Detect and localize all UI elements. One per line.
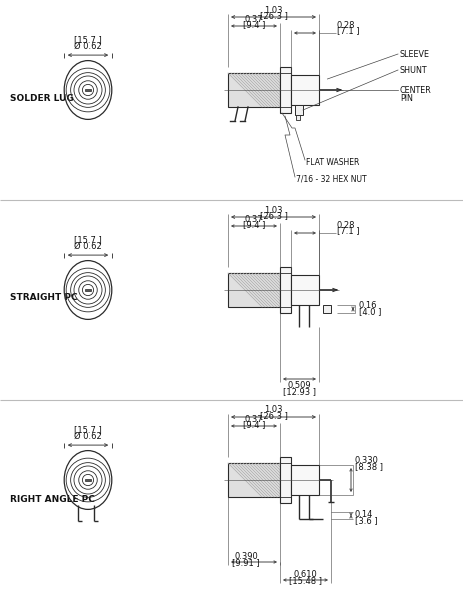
Text: 0.390: 0.390: [234, 553, 257, 562]
Text: 0.28: 0.28: [336, 220, 355, 229]
Text: 0.610: 0.610: [293, 571, 317, 580]
Text: 1.03: 1.03: [264, 5, 282, 14]
Text: SHUNT: SHUNT: [399, 65, 427, 74]
Text: 0.37: 0.37: [244, 14, 263, 23]
Text: [9.91 ]: [9.91 ]: [232, 559, 259, 568]
Text: 0.330: 0.330: [354, 457, 378, 466]
Text: [15.7 ]: [15.7 ]: [74, 235, 102, 244]
Text: [26.3 ]: [26.3 ]: [259, 11, 287, 20]
Text: RIGHT ANGLE PC: RIGHT ANGLE PC: [10, 496, 94, 505]
Text: PIN: PIN: [399, 94, 412, 103]
Text: 0.37: 0.37: [244, 214, 263, 223]
Text: [7.1 ]: [7.1 ]: [336, 26, 359, 35]
Text: SLEEVE: SLEEVE: [399, 50, 429, 59]
Text: [9.4 ]: [9.4 ]: [242, 220, 265, 229]
Bar: [295, 115, 300, 120]
Bar: [290, 465, 319, 495]
Text: STRAIGHT PC: STRAIGHT PC: [10, 293, 77, 302]
Bar: [227, 73, 279, 107]
Bar: [279, 457, 290, 503]
Bar: [227, 463, 279, 497]
Text: [8.38 ]: [8.38 ]: [354, 463, 382, 472]
Text: CENTER: CENTER: [399, 86, 431, 95]
Text: 0.14: 0.14: [354, 511, 373, 520]
Bar: [279, 67, 290, 113]
Bar: [290, 75, 319, 105]
Bar: [290, 275, 319, 305]
Bar: [85, 89, 91, 91]
Text: 0.37: 0.37: [244, 415, 263, 424]
Text: 0.28: 0.28: [336, 20, 355, 29]
Text: Ø 0.62: Ø 0.62: [74, 242, 102, 251]
Bar: [227, 273, 279, 307]
Text: [26.3 ]: [26.3 ]: [259, 211, 287, 220]
Text: [15.7 ]: [15.7 ]: [74, 35, 102, 44]
Text: [3.6 ]: [3.6 ]: [354, 517, 377, 526]
Text: [4.0 ]: [4.0 ]: [358, 307, 381, 317]
Text: 1.03: 1.03: [264, 205, 282, 215]
Text: SOLDER LUG: SOLDER LUG: [10, 94, 74, 103]
Text: Ø 0.62: Ø 0.62: [74, 42, 102, 51]
Text: [12.93 ]: [12.93 ]: [282, 388, 315, 397]
Text: 1.03: 1.03: [264, 406, 282, 415]
Text: 7/16 - 32 HEX NUT: 7/16 - 32 HEX NUT: [295, 175, 366, 184]
Text: 0.16: 0.16: [358, 301, 377, 311]
Bar: [294, 105, 302, 115]
Text: FLAT WASHER: FLAT WASHER: [305, 158, 359, 167]
Bar: [85, 479, 91, 481]
Text: [9.4 ]: [9.4 ]: [242, 421, 265, 430]
Text: [15.7 ]: [15.7 ]: [74, 425, 102, 434]
Text: [26.3 ]: [26.3 ]: [259, 412, 287, 421]
Bar: [85, 289, 91, 292]
Text: Ø 0.62: Ø 0.62: [74, 432, 102, 441]
Text: [7.1 ]: [7.1 ]: [336, 226, 359, 235]
Text: [9.4 ]: [9.4 ]: [242, 20, 265, 29]
Bar: [322, 305, 330, 313]
Bar: [279, 267, 290, 313]
Text: [15.48 ]: [15.48 ]: [288, 577, 321, 586]
Text: 0.509: 0.509: [287, 382, 311, 391]
